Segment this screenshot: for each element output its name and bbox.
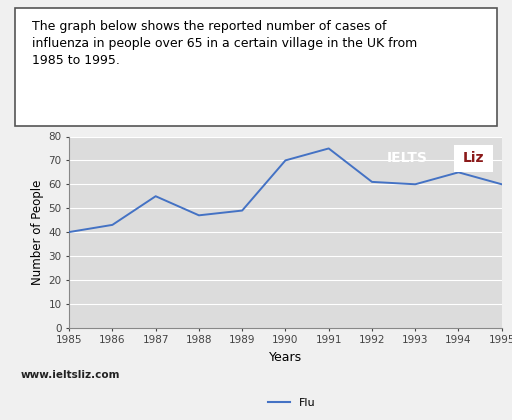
X-axis label: Years: Years [269,351,302,364]
Text: www.ieltsliz.com: www.ieltsliz.com [20,370,120,380]
FancyBboxPatch shape [15,8,497,126]
Y-axis label: Number of People: Number of People [31,179,44,285]
Text: Liz: Liz [463,152,484,165]
Legend: Flu: Flu [264,394,320,412]
Text: The graph below shows the reported number of cases of
influenza in people over 6: The graph below shows the reported numbe… [32,20,417,67]
FancyBboxPatch shape [454,145,493,172]
Text: IELTS: IELTS [387,152,428,165]
